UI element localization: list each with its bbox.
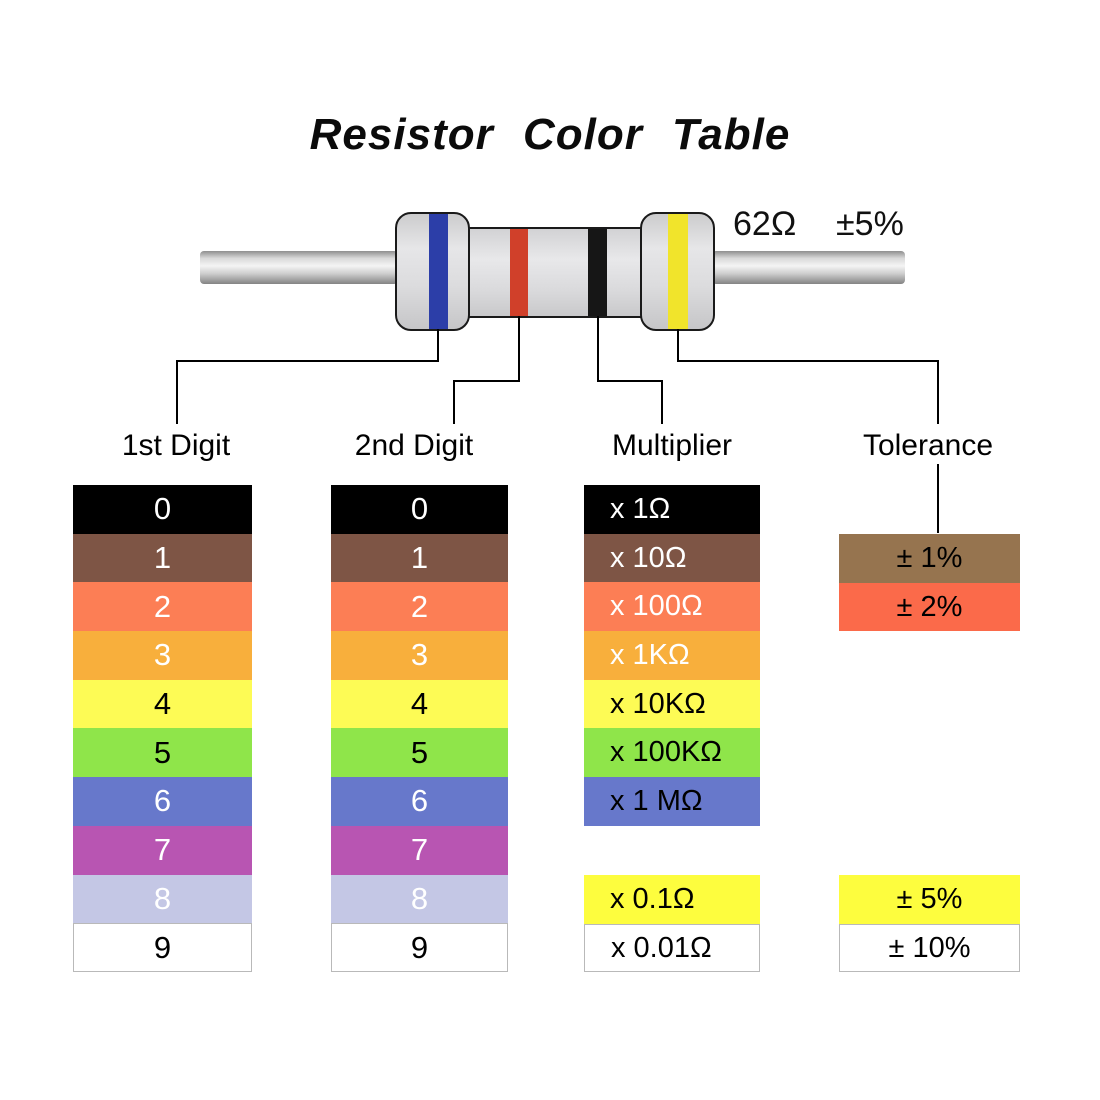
color-row: 9 (73, 923, 252, 972)
color-row: 7 (73, 825, 252, 875)
lead-line-tolerance (937, 360, 939, 424)
color-row: 5 (331, 728, 508, 778)
page-title: Resistor Color Table (309, 110, 791, 159)
color-row: x 10Ω (584, 533, 760, 583)
color-row: x 100Ω (584, 582, 760, 632)
color-row: 8 (331, 874, 508, 924)
color-row: x 1Ω (584, 485, 760, 534)
color-row: 2 (331, 582, 508, 632)
color-row: 1 (331, 533, 508, 583)
second-digit-header: 2nd Digit (354, 429, 474, 462)
resistor-tolerance-label: ±5% (836, 205, 904, 243)
first-digit-header: 1st Digit (121, 429, 231, 462)
lead-line-multiplier (661, 380, 663, 424)
color-row: ± 10% (839, 923, 1020, 973)
color-row: 5 (73, 728, 252, 778)
lead-line-second-digit (453, 380, 520, 382)
right-wire-lead (712, 251, 905, 284)
left-wire-lead (200, 251, 398, 284)
color-row: 1 (73, 533, 252, 583)
color-row: 0 (331, 485, 508, 534)
color-row: ± 2% (839, 582, 1020, 632)
color-row: x 100KΩ (584, 728, 760, 778)
color-row: x 0.1Ω (584, 875, 760, 924)
lead-line-tolerance (937, 464, 939, 533)
lead-line-second-digit (453, 380, 455, 424)
color-row: x 0.01Ω (584, 923, 760, 973)
lead-line-second-digit (518, 316, 520, 382)
lead-line-first-digit (176, 360, 439, 362)
tolerance-extra-table: ± 5% ± 10% (839, 875, 1020, 973)
lead-line-first-digit (176, 360, 178, 424)
multiplier-extra-table: x 0.1Ω x 0.01Ω (584, 875, 760, 973)
color-row: 2 (73, 582, 252, 632)
resistor-body (455, 227, 655, 318)
red-band (510, 229, 528, 316)
color-row: 9 (331, 923, 508, 972)
color-row: 4 (73, 679, 252, 729)
color-row: x 1 MΩ (584, 777, 760, 826)
multiplier-table: x 1Ω x 10Ω x 100Ω x 1KΩ x 10KΩ x 100KΩ x 1 MΩ (584, 485, 760, 826)
blue-band (429, 214, 448, 329)
color-row: 3 (73, 631, 252, 680)
black-band (588, 229, 607, 316)
color-row: ± 5% (839, 875, 1020, 924)
multiplier-header: Multiplier (611, 429, 733, 462)
color-row: ± 1% (839, 534, 1020, 583)
lead-line-multiplier (597, 316, 599, 382)
tolerance-header: Tolerance (862, 429, 994, 462)
color-row: 6 (331, 777, 508, 826)
color-row: 6 (73, 777, 252, 826)
lead-line-multiplier (597, 380, 663, 382)
color-row: 7 (331, 825, 508, 875)
tolerance-table: ± 1% ± 2% (839, 534, 1020, 632)
color-row: 0 (73, 485, 252, 534)
color-row: 8 (73, 874, 252, 924)
color-row: 4 (331, 679, 508, 729)
yellow-band (668, 214, 688, 329)
color-row: x 10KΩ (584, 679, 760, 729)
lead-line-first-digit (437, 329, 439, 362)
lead-line-tolerance (677, 360, 939, 362)
lead-line-tolerance (677, 329, 679, 362)
resistor-value-label: 62Ω (733, 205, 797, 243)
color-row: 3 (331, 631, 508, 680)
color-row: x 1KΩ (584, 631, 760, 680)
